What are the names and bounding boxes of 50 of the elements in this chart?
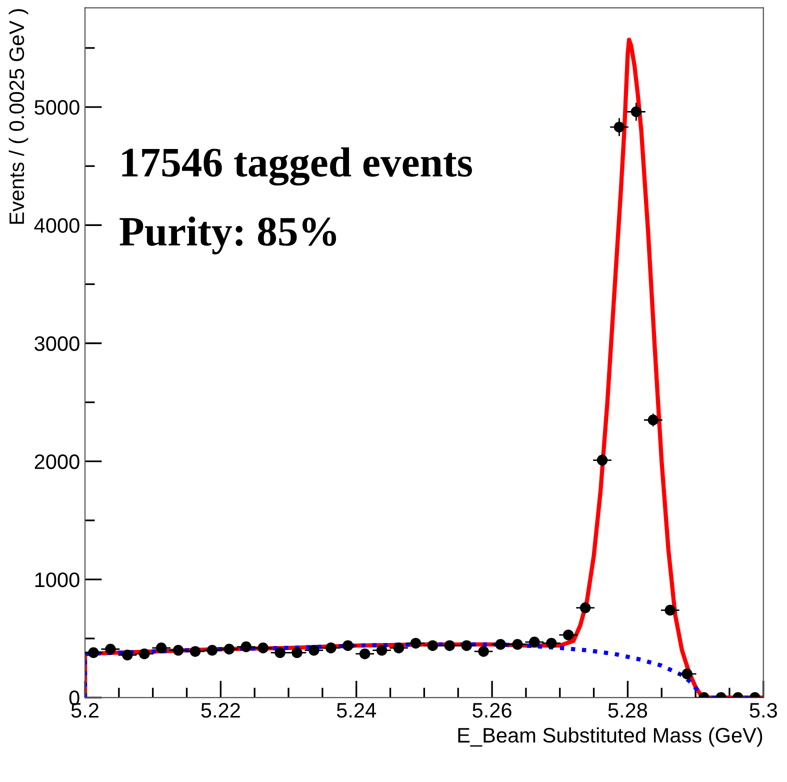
point: [512, 639, 523, 650]
x-tick-label: 5.22: [201, 702, 240, 718]
annotation: Purity: 85%: [120, 216, 336, 254]
x-tick-label: 5.3: [750, 702, 777, 718]
point: [648, 414, 659, 426]
point: [326, 642, 336, 654]
point: [630, 106, 642, 118]
y-tick-label: 1000: [35, 572, 80, 588]
point: [562, 630, 574, 640]
point: [664, 604, 676, 616]
point: [546, 638, 557, 649]
x-tick-label: 5.24: [336, 702, 376, 718]
annotation: 17546 tagged events: [122, 147, 472, 186]
point: [359, 648, 370, 660]
x-tick-label: 5.26: [472, 702, 512, 718]
y-tick-label: 2000: [34, 454, 80, 470]
point: [410, 638, 422, 649]
point: [596, 454, 608, 466]
point: [292, 647, 302, 658]
point: [122, 650, 133, 660]
point: [614, 122, 625, 132]
point: [156, 642, 167, 654]
y-tick-label: 5000: [34, 100, 80, 115]
point: [478, 646, 489, 657]
point: [138, 648, 150, 660]
x-tick-label: 5.28: [608, 702, 648, 718]
point: [190, 646, 201, 657]
point: [105, 644, 116, 654]
y-axis-title: Events / ( 0.0025 GeV ): [8, 9, 28, 224]
point: [444, 640, 456, 651]
point: [580, 602, 591, 614]
x-axis-title: E_Beam Substituted Mass (GeV): [458, 727, 762, 747]
point: [240, 641, 252, 652]
y-tick-label: 4000: [34, 218, 80, 233]
point: [258, 642, 268, 654]
point: [495, 639, 506, 650]
point: [529, 636, 540, 648]
point: [88, 647, 99, 658]
point: [682, 668, 692, 680]
point: [342, 640, 354, 651]
point: [461, 640, 472, 651]
point: [308, 644, 320, 656]
point: [274, 647, 286, 658]
y-tick-label: 3000: [34, 336, 80, 351]
point: [427, 640, 438, 651]
point: [376, 644, 388, 656]
point: [172, 644, 184, 656]
point: [206, 644, 218, 656]
point: [224, 644, 235, 654]
point: [393, 642, 404, 654]
